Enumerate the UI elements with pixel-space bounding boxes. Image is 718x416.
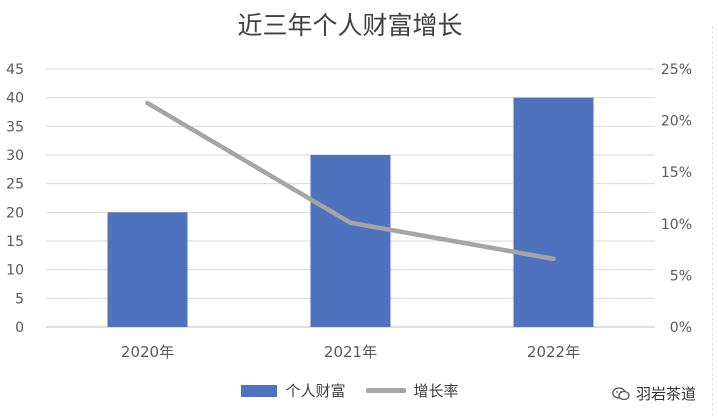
y-left-tick-label: 25 [6, 177, 24, 193]
y-left-tick-label: 15 [6, 234, 24, 250]
wechat-icon [612, 386, 630, 400]
growth-point [350, 222, 351, 224]
legend-label: 增长率 [413, 382, 459, 400]
y-left-tick-label: 5 [15, 291, 24, 307]
y-left-tick-label: 45 [6, 62, 24, 78]
y-right-tick-label: 5% [670, 268, 692, 284]
y-right-tick-label: 10% [661, 217, 692, 233]
chart-canvas: 0 5 10 15 20 25 30 35 40 45 0% 5% 10% 15% 20% 25% 2020年 2… [6, 62, 692, 361]
growth-point [553, 258, 554, 260]
bar [513, 97, 594, 328]
y-left-tick-label: 20 [6, 205, 24, 221]
chart-legend: 个人财富 增长率 [0, 380, 700, 401]
y-right-tick-label: 15% [661, 165, 692, 181]
x-tick-label: 2020年 [121, 343, 174, 361]
legend-label: 个人财富 [285, 382, 346, 400]
y-left-tick-label: 0 [15, 320, 24, 336]
legend-swatch-line [365, 388, 406, 393]
bar [310, 155, 391, 327]
y-left-tick-label: 30 [6, 148, 24, 164]
chart-title: 近三年个人财富增长 [237, 11, 463, 40]
legend-swatch-bar [241, 384, 278, 397]
watermark: 羽岩茶道 [612, 383, 696, 404]
growth-point [147, 102, 148, 104]
y-right-tick-label: 25% [661, 62, 692, 78]
x-tick-label: 2021年 [324, 343, 377, 361]
legend-item-growth: 增长率 [365, 380, 459, 401]
y-right-tick-label: 0% [670, 320, 692, 336]
y-right-tick-label: 20% [661, 114, 692, 130]
panel-divider [712, 26, 714, 416]
legend-item-wealth: 个人财富 [241, 380, 346, 401]
watermark-text: 羽岩茶道 [635, 385, 696, 403]
bar [107, 212, 188, 327]
x-tick-label: 2022年 [527, 343, 580, 361]
y-left-tick-label: 40 [6, 91, 24, 107]
y-left-tick-label: 10 [6, 263, 24, 279]
y-left-tick-label: 35 [6, 119, 24, 135]
